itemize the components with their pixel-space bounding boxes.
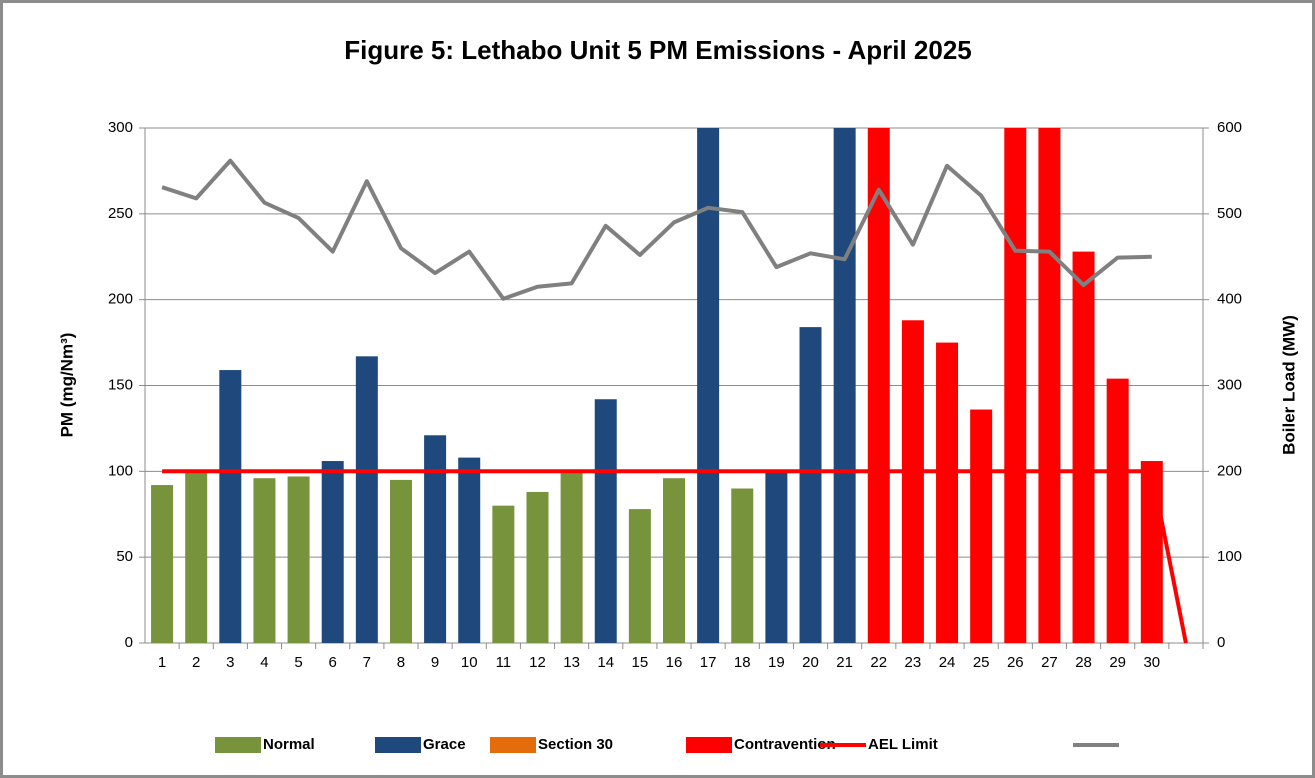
bar <box>526 491 549 643</box>
bar <box>901 320 924 643</box>
y-tick-label: 300 <box>108 119 133 136</box>
x-tick-label: 14 <box>597 654 614 671</box>
bar <box>663 478 685 643</box>
bar <box>492 505 515 643</box>
bar <box>253 478 276 643</box>
x-tick-label: 26 <box>1007 654 1024 671</box>
bar <box>458 457 481 643</box>
bar <box>867 128 890 643</box>
y-tick-label: 150 <box>108 376 133 393</box>
bar <box>219 370 242 643</box>
x-tick-label: 25 <box>973 654 990 671</box>
bar <box>1004 128 1027 643</box>
x-tick-label: 6 <box>329 654 337 671</box>
bar <box>765 469 788 643</box>
legend-label: Contravention <box>734 736 836 753</box>
y2-tick-label: 200 <box>1217 462 1242 479</box>
x-tick-label: 30 <box>1143 654 1160 671</box>
bar <box>731 488 754 643</box>
line <box>161 158 1152 301</box>
y-axis-label: PM (mg/Nm³) <box>57 333 76 438</box>
x-tick-label: 9 <box>431 654 439 671</box>
y2-tick-label: 300 <box>1217 376 1242 393</box>
bar <box>936 342 959 643</box>
bar <box>389 479 412 643</box>
x-tick-label: 22 <box>870 654 887 671</box>
x-tick-label: 5 <box>294 654 302 671</box>
x-tick-label: 10 <box>461 654 478 671</box>
legend-label: Normal <box>263 736 315 753</box>
bar <box>287 476 310 643</box>
x-tick-label: 18 <box>734 654 751 671</box>
y2-axis-label: Boiler Load (MW) <box>1279 315 1298 455</box>
x-tick-label: 13 <box>563 654 580 671</box>
bar <box>1140 461 1163 643</box>
x-tick-label: 15 <box>632 654 649 671</box>
x-tick-label: 27 <box>1041 654 1058 671</box>
x-tick-label: 19 <box>768 654 785 671</box>
line <box>162 469 1188 644</box>
x-tick-label: 2 <box>192 654 200 671</box>
bar <box>697 128 720 643</box>
x-tick-label: 28 <box>1075 654 1092 671</box>
bar <box>1072 251 1095 643</box>
x-tick-label: 4 <box>260 654 268 671</box>
legend-label: Section 30 <box>538 736 613 753</box>
chart-title: Figure 5: Lethabo Unit 5 PM Emissions - … <box>344 35 972 65</box>
y-tick-label: 200 <box>108 291 133 308</box>
x-tick-label: 3 <box>226 654 234 671</box>
bar <box>424 435 447 643</box>
bar <box>560 471 583 643</box>
x-tick-label: 11 <box>496 654 512 671</box>
bar <box>970 409 993 643</box>
bar <box>185 471 208 643</box>
y-tick-label: 50 <box>116 548 133 565</box>
y-tick-label: 100 <box>108 462 133 479</box>
bar <box>1106 378 1129 643</box>
bar <box>833 128 856 643</box>
x-tick-label: 8 <box>397 654 405 671</box>
legend-label: AEL Limit <box>868 736 938 753</box>
y-tick-label: 0 <box>125 634 133 651</box>
bar <box>594 399 617 643</box>
x-tick-label: 17 <box>700 654 717 671</box>
y-tick-label: 250 <box>108 205 133 222</box>
legend-swatch <box>215 737 261 753</box>
legend-label: Grace <box>423 736 466 753</box>
x-tick-label: 29 <box>1109 654 1126 671</box>
x-tick-label: 21 <box>836 654 853 671</box>
y2-tick-label: 0 <box>1217 634 1225 651</box>
y2-tick-label: 100 <box>1217 548 1242 565</box>
x-tick-label: 1 <box>158 654 166 671</box>
bar <box>151 485 174 643</box>
y2-tick-label: 400 <box>1217 291 1242 308</box>
legend-swatch <box>490 737 536 753</box>
x-tick-label: 23 <box>905 654 922 671</box>
y2-tick-label: 500 <box>1217 205 1242 222</box>
legend-swatch <box>375 737 421 753</box>
x-tick-label: 7 <box>363 654 371 671</box>
x-tick-label: 20 <box>802 654 819 671</box>
y2-tick-label: 600 <box>1217 119 1242 136</box>
x-tick-label: 24 <box>939 654 956 671</box>
bar <box>321 461 344 643</box>
bar <box>355 356 378 643</box>
legend-swatch <box>686 737 732 753</box>
bar <box>799 327 822 643</box>
x-tick-label: 12 <box>529 654 546 671</box>
x-tick-label: 16 <box>666 654 683 671</box>
bar <box>628 509 651 643</box>
bar <box>1038 128 1061 643</box>
